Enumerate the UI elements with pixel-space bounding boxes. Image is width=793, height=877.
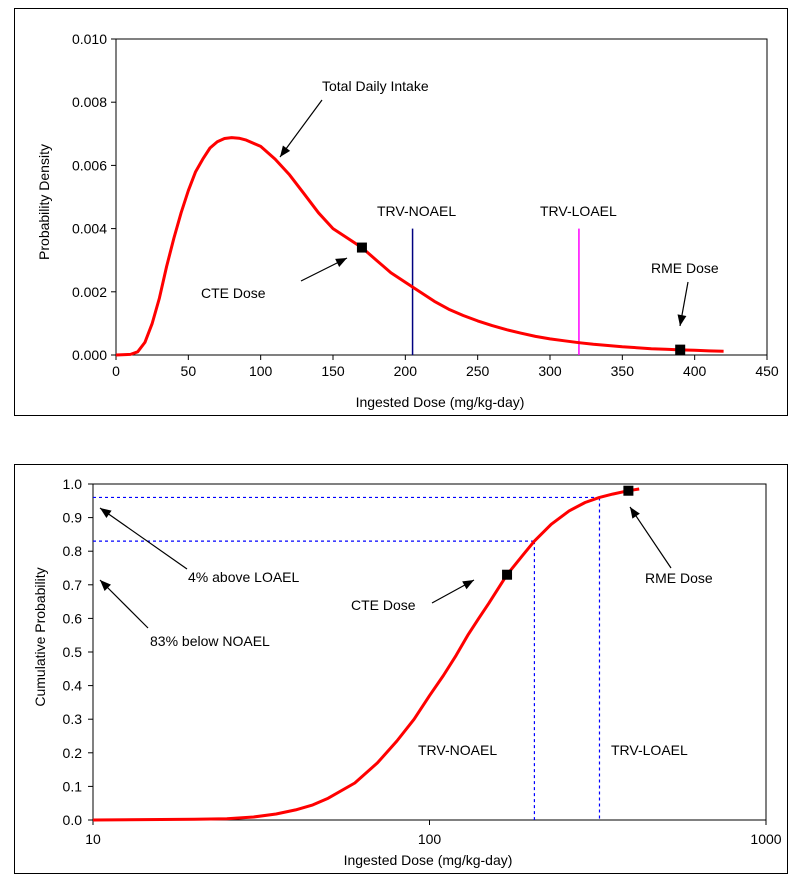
arrow-cte-dose-top-head bbox=[335, 258, 347, 267]
top-x-tick-label: 250 bbox=[466, 363, 490, 379]
annot-total-daily-intake: Total Daily Intake bbox=[322, 78, 429, 94]
bottom-y-tick-label: 0.6 bbox=[63, 610, 83, 626]
annot-83pct-below-noael: 83% below NOAEL bbox=[150, 633, 270, 649]
rme-dose-marker-bottom bbox=[623, 485, 634, 496]
arrow-rme-dose-top-head bbox=[677, 314, 687, 326]
top-y-tick-label: 0.002 bbox=[72, 284, 107, 300]
top-x-tick-label: 300 bbox=[538, 363, 562, 379]
rme-dose-marker-top bbox=[675, 344, 686, 355]
bottom-xlabel: Ingested Dose (mg/kg-day) bbox=[344, 852, 513, 868]
arrow-cte-dose-bottom-head bbox=[462, 580, 474, 590]
arrow-total-daily-intake-shaft bbox=[279, 99, 323, 158]
bottom-y-tick-label: 0.0 bbox=[63, 812, 83, 828]
chart-marks: 0 50 100 150 200 250 300 350 400 450 0.000 0.002 0.0… bbox=[63, 31, 782, 847]
label-trv-loael-top: TRV-LOAEL bbox=[540, 203, 617, 219]
arrow-83pct-below-noael-head bbox=[100, 580, 111, 591]
arrow-rme-dose-bottom-head bbox=[630, 507, 640, 519]
bottom-y-tick-label: 0.8 bbox=[63, 543, 83, 559]
density-curve bbox=[115, 136, 724, 357]
bottom-y-tick-label: 0.3 bbox=[63, 711, 83, 727]
annot-4pct-above-loael: 4% above LOAEL bbox=[188, 569, 300, 585]
top-y-tick-label: 0.008 bbox=[72, 94, 107, 110]
annot-trv-noael-bottom: TRV-NOAEL bbox=[418, 742, 497, 758]
annot-cte-dose-bottom: CTE Dose bbox=[351, 597, 416, 613]
top-x-tick-label: 50 bbox=[181, 363, 197, 379]
bottom-y-tick-label: 0.4 bbox=[63, 678, 83, 694]
top-y-tick-label: 0.004 bbox=[72, 221, 107, 237]
bottom-y-tick-label: 0.9 bbox=[63, 510, 83, 526]
top-x-tick-label: 200 bbox=[394, 363, 418, 379]
top-ylabel: Probability Density bbox=[36, 144, 52, 260]
top-x-tick-label: 0 bbox=[112, 363, 120, 379]
top-x-tick-label: 350 bbox=[611, 363, 635, 379]
top-y-tick-label: 0.010 bbox=[72, 31, 107, 47]
arrow-83pct-below-noael-shaft bbox=[99, 579, 149, 629]
arrow-total-daily-intake-head bbox=[280, 145, 291, 157]
top-xlabel: Ingested Dose (mg/kg-day) bbox=[356, 394, 525, 410]
bottom-plot-frame bbox=[92, 483, 767, 821]
annot-cte-dose-top: CTE Dose bbox=[201, 285, 266, 301]
bottom-y-tick-label: 0.5 bbox=[63, 644, 83, 660]
top-plot-frame bbox=[115, 38, 768, 356]
top-x-tick-label: 450 bbox=[755, 363, 779, 379]
annot-rme-dose-bottom: RME Dose bbox=[645, 570, 713, 586]
cte-dose-marker-bottom bbox=[502, 569, 513, 580]
top-x-tick-label: 400 bbox=[683, 363, 707, 379]
bottom-ylabel: Cumulative Probability bbox=[32, 567, 48, 706]
bottom-x-tick-label: 10 bbox=[85, 831, 101, 847]
arrow-4pct-above-loael-shaft bbox=[99, 507, 188, 570]
top-y-tick-label: 0.006 bbox=[72, 157, 107, 173]
label-trv-noael-top: TRV-NOAEL bbox=[377, 203, 456, 219]
cte-dose-marker-top bbox=[356, 242, 367, 253]
top-y-tick-label: 0.000 bbox=[72, 347, 107, 363]
annot-rme-dose-top: RME Dose bbox=[651, 260, 719, 276]
bottom-y-tick-label: 0.2 bbox=[63, 745, 83, 761]
top-x-tick-label: 100 bbox=[249, 363, 273, 379]
bottom-y-tick-label: 0.1 bbox=[63, 778, 83, 794]
arrow-rme-dose-bottom-shaft bbox=[629, 506, 672, 569]
bottom-y-tick-label: 1.0 bbox=[63, 476, 83, 492]
annot-trv-loael-bottom: TRV-LOAEL bbox=[611, 742, 688, 758]
bottom-y-tick-label: 0.7 bbox=[63, 577, 83, 593]
cumulative-curve bbox=[92, 487, 640, 822]
bottom-x-tick-label: 100 bbox=[418, 831, 442, 847]
top-x-tick-label: 150 bbox=[321, 363, 345, 379]
cumulative-chart-panel bbox=[14, 464, 788, 874]
bottom-x-tick-label: 1000 bbox=[750, 831, 781, 847]
arrow-4pct-above-loael-head bbox=[100, 508, 112, 518]
